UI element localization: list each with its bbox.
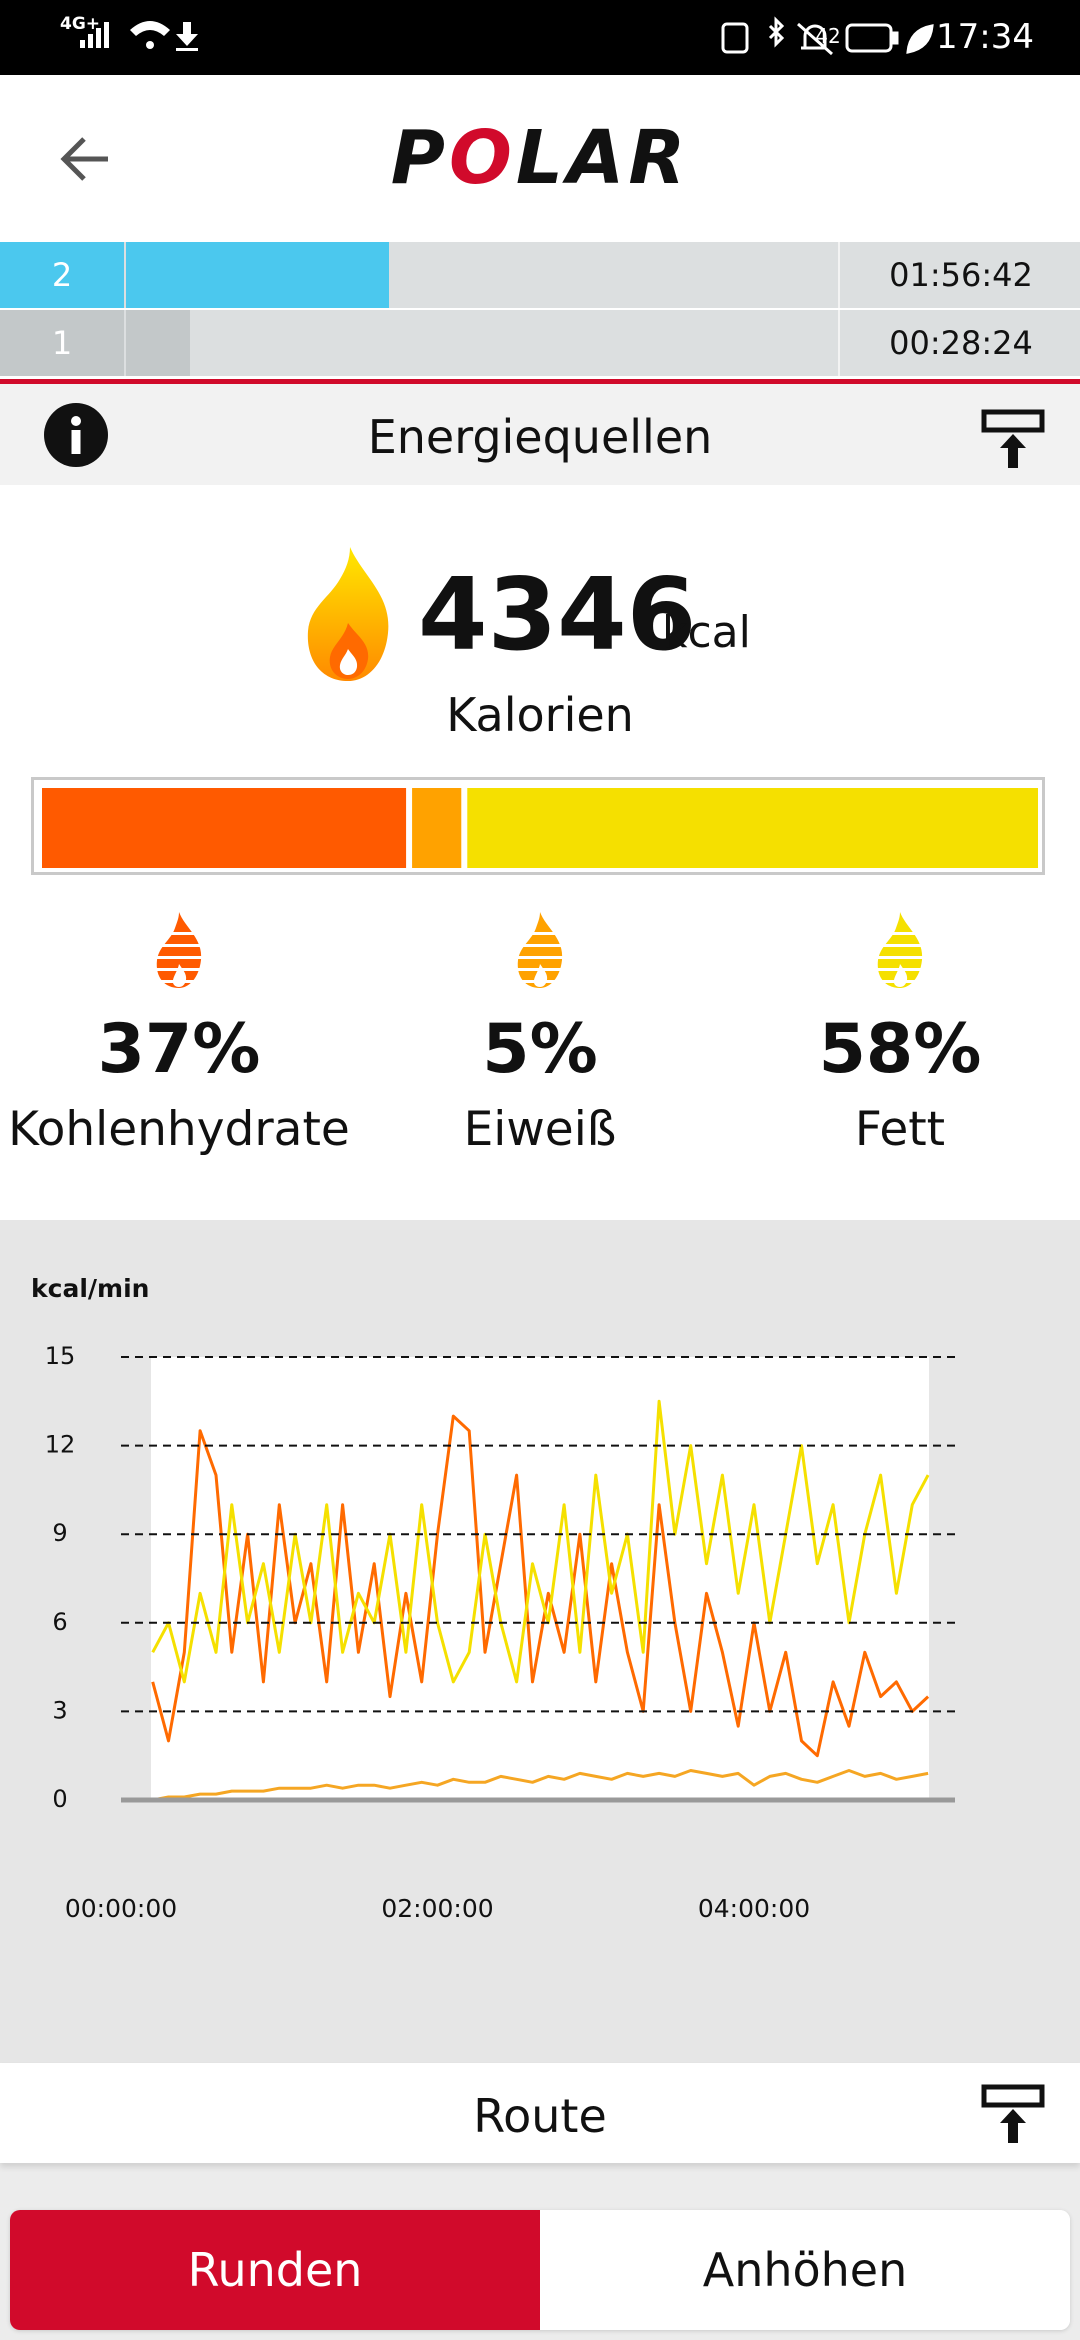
- tab-button[interactable]: Runden: [10, 2210, 540, 2330]
- flame-core: [893, 964, 908, 987]
- energy-bar-segment: [412, 788, 462, 868]
- lap-list: 2 01:56:42 1 00:28:24: [0, 242, 1080, 379]
- series-line: [151, 1399, 930, 1684]
- flame-stripe: [872, 932, 928, 935]
- lap-number: 1: [0, 310, 124, 376]
- flame-core: [172, 964, 187, 987]
- energy-bar: [42, 788, 1038, 868]
- clock: 17:34: [936, 17, 1034, 57]
- flame-stripe: [151, 944, 207, 947]
- flame-stripe: [872, 956, 928, 959]
- divider: [0, 379, 1080, 384]
- calorie-flame-icon: [307, 547, 389, 681]
- chart: kcal/min 0 3 6 9 12 15 00:00:00 02:00:00 04:00:0…: [31, 1274, 955, 1923]
- chart-section: kcal/min 0 3 6 9 12 15 00:00:00 02:00:00 04:00:0…: [0, 1220, 1080, 2063]
- lap-number: 2: [0, 242, 124, 308]
- calories-value: 4346: [418, 556, 697, 673]
- polar-logo: POLAR: [390, 115, 690, 201]
- flame-stripe: [151, 932, 207, 935]
- app-header: POLAR: [0, 75, 1080, 242]
- source-name: Eiweiß: [463, 1102, 617, 1157]
- status-bar: 4G+ 42 17:34: [0, 0, 1080, 75]
- x-tick-label: 04:00:00: [698, 1894, 810, 1923]
- network-type: 4G+: [60, 14, 101, 34]
- y-tick-label: 3: [52, 1696, 67, 1724]
- source-name: Fett: [854, 1102, 946, 1157]
- energy-bar-segment: [467, 788, 1038, 868]
- tab-button[interactable]: Anhöhen: [540, 2210, 1070, 2330]
- route-export-button[interactable]: [980, 2083, 1046, 2147]
- status-icons: [80, 16, 934, 56]
- source-percent: 5%: [482, 1010, 598, 1089]
- source-name: Kohlenhydrate: [8, 1102, 350, 1157]
- energy-section: 4346 kcal Kalorien 37% Kohlenhydrate 5% Eiw…: [0, 485, 1080, 1220]
- back-button[interactable]: [50, 130, 120, 190]
- energy-bar-segment: [42, 788, 407, 868]
- lap-duration-bar: [126, 242, 389, 308]
- y-tick-label: 6: [52, 1608, 67, 1636]
- lap-time: 00:28:24: [838, 310, 1080, 376]
- lap-row[interactable]: 1 00:28:24: [0, 310, 1080, 376]
- series-line: [151, 1414, 930, 1758]
- source-flame-icon: [872, 912, 928, 988]
- y-tick-label: 15: [45, 1342, 76, 1370]
- flame-stripe: [872, 944, 928, 947]
- x-tick-label: 00:00:00: [65, 1894, 177, 1923]
- flame-core: [533, 964, 548, 987]
- x-tick-label: 02:00:00: [381, 1894, 493, 1923]
- info-button[interactable]: [42, 401, 110, 469]
- export-button[interactable]: [980, 408, 1046, 472]
- y-tick-label: 9: [52, 1519, 67, 1547]
- lap-time: 01:56:42: [838, 242, 1080, 308]
- battery-level: 42: [815, 24, 841, 48]
- y-tick-label: 0: [52, 1785, 67, 1813]
- source-percent: 37%: [97, 1010, 261, 1089]
- lap-duration-bar: [126, 310, 190, 376]
- source-flame-icon: [512, 912, 568, 988]
- y-axis-label: kcal/min: [31, 1274, 149, 1303]
- tab-bar: Runden Anhöhen: [10, 2210, 1070, 2330]
- flame-stripe: [512, 932, 568, 935]
- calories-unit: kcal: [662, 607, 751, 658]
- calories-label: Kalorien: [446, 688, 634, 742]
- flame-stripe: [512, 944, 568, 947]
- plot-area: [151, 1357, 929, 1800]
- series-line: [152, 1769, 929, 1802]
- y-tick-label: 12: [45, 1431, 76, 1459]
- section-title: Energiequellen: [367, 410, 713, 464]
- flame-stripe: [151, 956, 207, 959]
- flame-stripe: [512, 956, 568, 959]
- route-title: Route: [473, 2089, 607, 2143]
- source-flame-icon: [151, 912, 207, 988]
- section-header: Energiequellen: [0, 384, 1080, 485]
- lap-row[interactable]: 2 01:56:42: [0, 242, 1080, 308]
- route-section-header: Route: [0, 2063, 1080, 2163]
- source-percent: 58%: [818, 1010, 982, 1089]
